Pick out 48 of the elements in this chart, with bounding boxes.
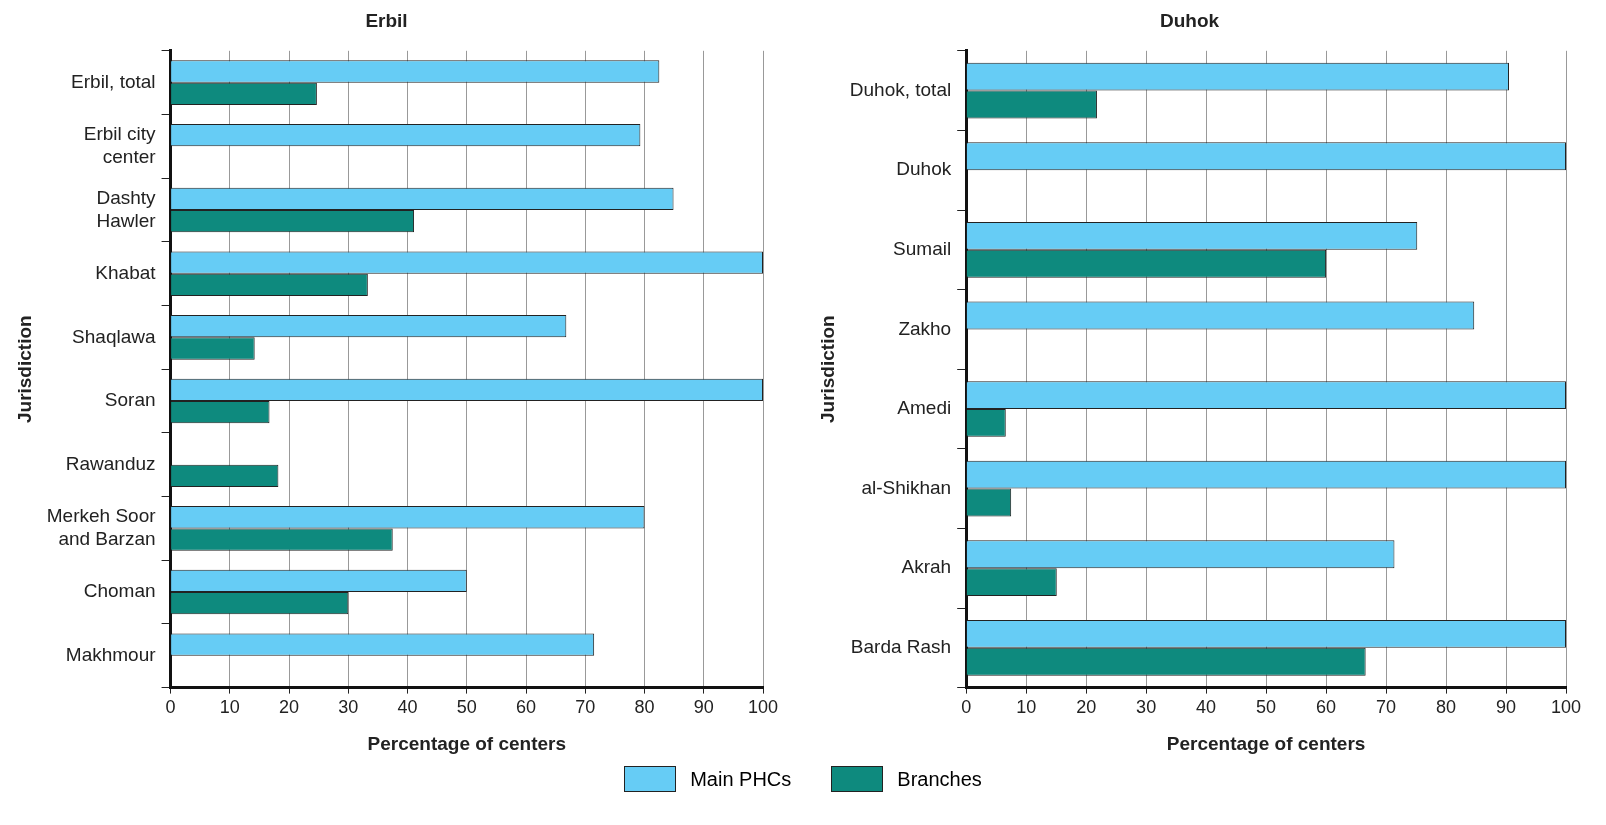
x-tick-label: 0 <box>961 697 972 718</box>
x-tick-label: 50 <box>456 697 477 718</box>
y-tick-label: Rawanduz <box>65 452 156 474</box>
y-axis-title: Jurisdiction <box>816 315 838 424</box>
y-tick-label: Akrah <box>901 556 952 578</box>
x-tick-label: 40 <box>397 697 418 718</box>
x-tick-label: 40 <box>1196 697 1217 718</box>
y-tick-label: Khabat <box>95 261 157 283</box>
x-tick-label: 60 <box>1316 697 1337 718</box>
y-tick-label: Dashty Hawler <box>96 186 157 231</box>
y-tick-label: Zakho <box>898 317 952 339</box>
legend-label: Branches <box>897 767 982 791</box>
y-tick-label: Shaqlawa <box>72 325 156 347</box>
x-axis-title: Percentage of centers <box>367 732 567 754</box>
x-tick-label: 80 <box>634 697 655 718</box>
y-tick-label: Merkeh Soor and Barzan <box>46 505 157 550</box>
y-tick-label: Erbil, total <box>71 70 156 92</box>
x-axis-title: Percentage of centers <box>1166 732 1366 754</box>
x-tick-label: 70 <box>1376 697 1397 718</box>
x-tick-label: 50 <box>1256 697 1277 718</box>
y-tick-label: al-Shikhan <box>861 476 952 498</box>
y-tick-label: Erbil city center <box>83 123 157 167</box>
x-tick-label: 70 <box>575 697 596 718</box>
chart-title: Duhok <box>1159 9 1220 31</box>
x-tick-label: 20 <box>1076 697 1097 718</box>
chart-title: Erbil <box>365 9 408 31</box>
legend-label: Main PHCs <box>690 767 792 791</box>
y-tick-label: Barda Rash <box>850 636 952 658</box>
x-tick-label: 60 <box>516 697 537 718</box>
y-tick-label: Makhmour <box>65 643 157 665</box>
x-tick-label: 90 <box>693 697 714 718</box>
x-tick-label: 100 <box>1550 697 1582 718</box>
x-tick-label: 0 <box>165 697 176 718</box>
x-tick-label: 20 <box>279 697 300 718</box>
y-tick-label: Choman <box>83 580 156 602</box>
y-tick-label: Soran <box>104 389 156 411</box>
x-tick-label: 30 <box>1136 697 1157 718</box>
x-tick-label: 30 <box>338 697 359 718</box>
x-tick-label: 10 <box>1016 697 1037 718</box>
x-tick-label: 10 <box>219 697 240 718</box>
y-axis-title: Jurisdiction <box>13 315 35 424</box>
x-tick-label: 80 <box>1436 697 1457 718</box>
y-tick-label: Amedi <box>897 397 952 419</box>
y-tick-label: Duhok <box>896 158 952 180</box>
y-tick-label: Duhok, total <box>849 78 952 100</box>
y-tick-label: Sumail <box>893 238 952 260</box>
x-tick-label: 100 <box>747 697 779 718</box>
x-tick-label: 90 <box>1496 697 1517 718</box>
